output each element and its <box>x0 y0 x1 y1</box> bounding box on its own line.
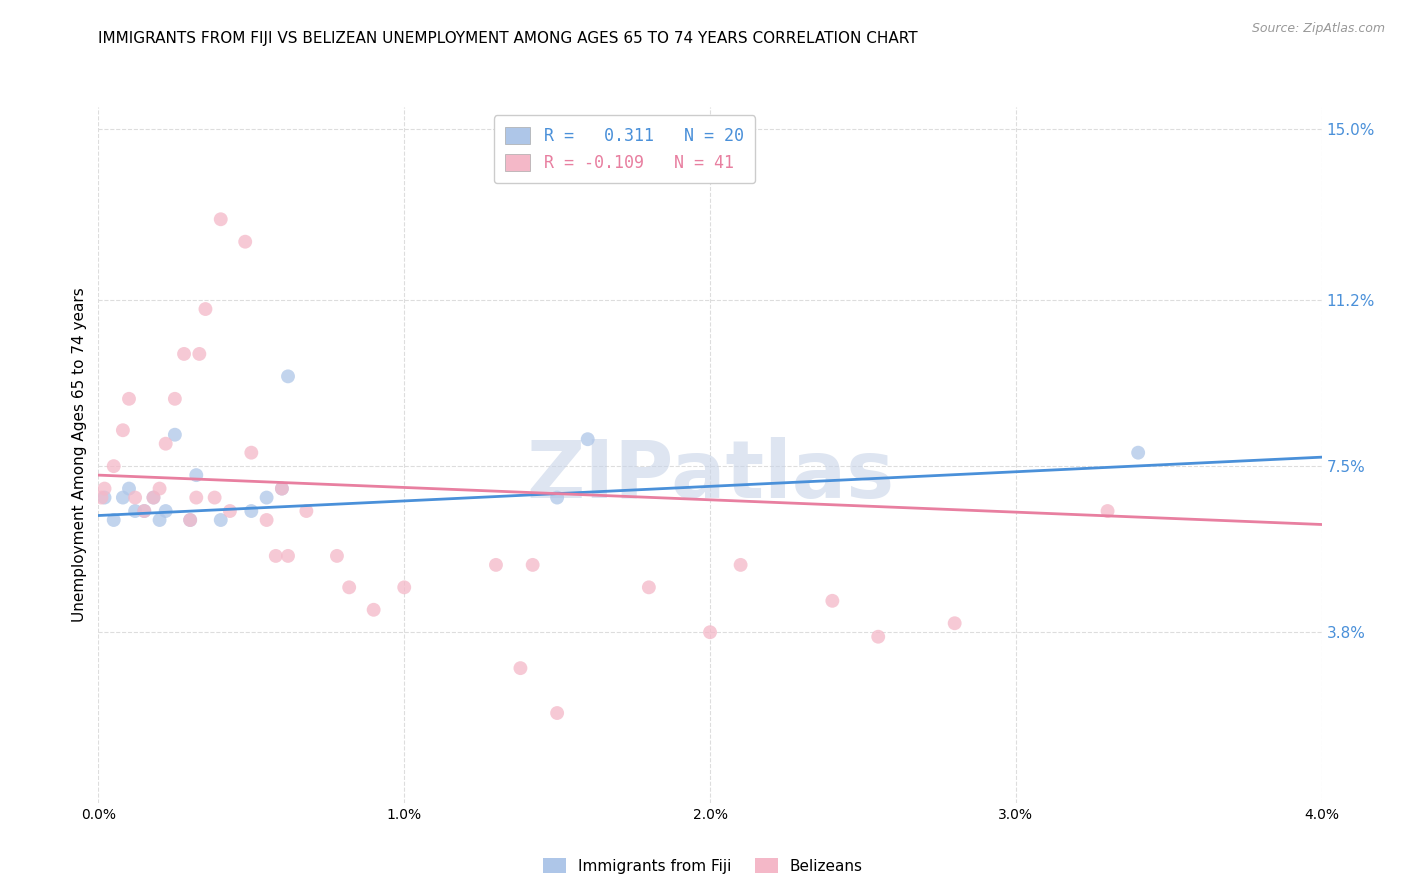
Point <box>295 504 318 518</box>
Point <box>868 630 890 644</box>
Text: Source: ZipAtlas.com: Source: ZipAtlas.com <box>1251 22 1385 36</box>
Point <box>326 549 349 563</box>
Point <box>134 504 156 518</box>
Point <box>363 603 385 617</box>
Point <box>111 423 134 437</box>
Legend: R =   0.311   N = 20, R = -0.109   N = 41: R = 0.311 N = 20, R = -0.109 N = 41 <box>494 115 755 184</box>
Point <box>204 491 226 505</box>
Point <box>179 513 201 527</box>
Point <box>163 427 186 442</box>
Point <box>142 491 165 505</box>
Point <box>240 504 263 518</box>
Point <box>637 580 661 594</box>
Text: IMMIGRANTS FROM FIJI VS BELIZEAN UNEMPLOYMENT AMONG AGES 65 TO 74 YEARS CORRELAT: IMMIGRANTS FROM FIJI VS BELIZEAN UNEMPLO… <box>98 31 918 46</box>
Point <box>93 491 115 505</box>
Point <box>118 392 141 406</box>
Point <box>163 392 186 406</box>
Point <box>134 504 156 518</box>
Point <box>155 436 177 450</box>
Point <box>264 549 287 563</box>
Point <box>1128 445 1150 459</box>
Point <box>546 491 568 505</box>
Point <box>730 558 752 572</box>
Point <box>209 212 232 227</box>
Point <box>118 482 141 496</box>
Point <box>188 347 211 361</box>
Point <box>699 625 721 640</box>
Point <box>337 580 360 594</box>
Point <box>821 594 844 608</box>
Point <box>124 491 146 505</box>
Point <box>256 491 278 505</box>
Point <box>149 482 172 496</box>
Point <box>186 468 208 483</box>
Point <box>93 482 115 496</box>
Point <box>233 235 256 249</box>
Point <box>209 513 232 527</box>
Point <box>103 459 125 474</box>
Point <box>240 445 263 459</box>
Point <box>256 513 278 527</box>
Point <box>142 491 165 505</box>
Point <box>1097 504 1119 518</box>
Point <box>194 301 217 316</box>
Point <box>149 513 172 527</box>
Point <box>546 706 568 720</box>
Point <box>943 616 966 631</box>
Point <box>186 491 208 505</box>
Point <box>111 491 134 505</box>
Text: ZIPatlas: ZIPatlas <box>526 437 894 515</box>
Point <box>103 513 125 527</box>
Point <box>179 513 201 527</box>
Point <box>522 558 544 572</box>
Point <box>392 580 416 594</box>
Point <box>173 347 195 361</box>
Point <box>277 549 299 563</box>
Point <box>90 491 112 505</box>
Point <box>270 482 294 496</box>
Point <box>576 432 599 446</box>
Y-axis label: Unemployment Among Ages 65 to 74 years: Unemployment Among Ages 65 to 74 years <box>72 287 87 623</box>
Point <box>124 504 146 518</box>
Point <box>155 504 177 518</box>
Legend: Immigrants from Fiji, Belizeans: Immigrants from Fiji, Belizeans <box>537 852 869 880</box>
Point <box>219 504 242 518</box>
Point <box>485 558 508 572</box>
Point <box>277 369 299 384</box>
Point <box>270 482 294 496</box>
Point <box>509 661 531 675</box>
